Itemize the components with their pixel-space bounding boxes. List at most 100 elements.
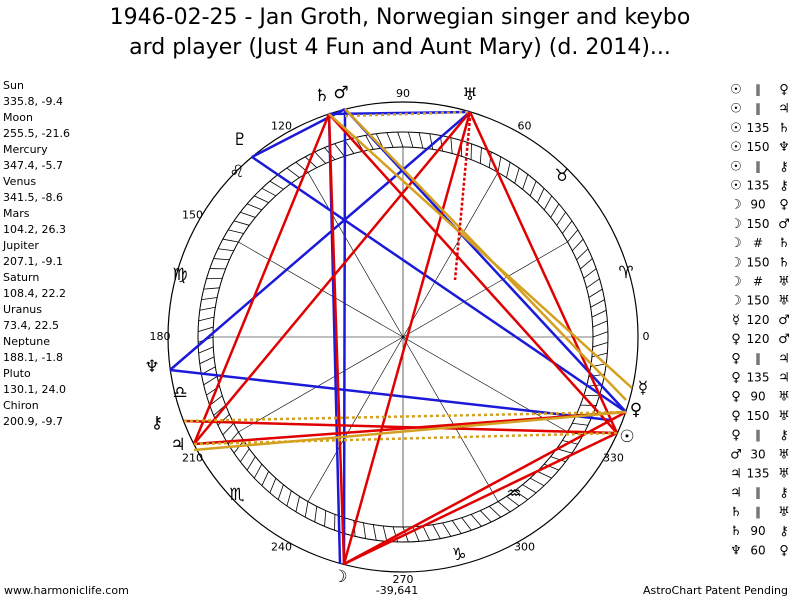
degree-label: 210 <box>182 452 203 465</box>
aspect-type: 135 <box>747 371 770 385</box>
sign-glyph: ♏ <box>229 485 244 505</box>
aspect-planet: ♅ <box>778 447 790 462</box>
degree-label: 120 <box>271 120 292 133</box>
aspect-planet: ⚷ <box>779 179 789 194</box>
aspect-planet: ♅ <box>778 275 790 290</box>
aspect-planet: ☉ <box>730 159 742 174</box>
aspect-planet: ♂ <box>730 447 742 462</box>
aspect-planet: ♅ <box>778 390 790 405</box>
aspect-planet: ☉ <box>730 179 742 194</box>
aspect-planet: ♂ <box>778 217 790 232</box>
aspect-planet: ⚷ <box>779 486 789 501</box>
aspect-planet: ☉ <box>730 102 742 117</box>
aspect-type: 120 <box>747 313 770 327</box>
degree-label: 240 <box>271 540 292 553</box>
aspect-type: ∥ <box>755 428 761 442</box>
planet-name: Sun <box>3 79 24 92</box>
degree-label: 60 <box>518 120 532 133</box>
planet-glyph: ⚷ <box>151 413 163 433</box>
planet-position: 188.1, -1.8 <box>3 351 63 364</box>
aspect-type: 150 <box>747 140 770 154</box>
aspect-type: # <box>753 236 763 250</box>
aspect-planet: ♄ <box>730 505 742 520</box>
planet-glyph: ♂ <box>333 83 348 103</box>
planet-glyph: ♀ <box>630 400 642 420</box>
degree-label: 300 <box>514 540 535 553</box>
aspect-planet: ♄ <box>778 121 790 136</box>
aspect-type: 150 <box>747 409 770 423</box>
aspect-list: ☉∥♀☉∥♃☉135♄☉150♆☉∥⚷☉135⚷☽90♀☽150♂☽#♄☽150… <box>730 83 790 559</box>
planet-position: 104.2, 26.3 <box>3 223 66 236</box>
aspect-planet: ♀ <box>731 390 741 405</box>
aspect-type: 60 <box>750 543 765 557</box>
degree-label: 0 <box>643 330 650 343</box>
aspect-type: # <box>753 275 763 289</box>
title-line: ard player (Just 4 Fun and Aunt Mary) (d… <box>129 35 671 60</box>
planet-glyph: ♆ <box>144 357 159 377</box>
aspect-type: 90 <box>750 198 765 212</box>
aspect-planet: ♀ <box>779 198 789 213</box>
aspect-planet: ♄ <box>778 236 790 251</box>
aspect-planet: ☉ <box>730 140 742 155</box>
aspect-planet: ☽ <box>730 198 742 213</box>
aspect-planet: ♃ <box>778 351 790 366</box>
planet-name: Venus <box>3 175 36 188</box>
aspect-type: 120 <box>747 332 770 346</box>
aspect-type: 135 <box>747 121 770 135</box>
aspect-planet: ☽ <box>730 294 742 309</box>
planet-position: 255.5, -21.6 <box>3 127 70 140</box>
planet-glyph: ♇ <box>232 130 247 150</box>
aspect-planet: ♄ <box>730 524 742 539</box>
aspect-planet: ♅ <box>778 467 790 482</box>
planet-position: 341.5, -8.6 <box>3 191 63 204</box>
aspect-planet: ♃ <box>730 467 742 482</box>
aspect-planet: ♆ <box>778 140 790 155</box>
aspect-planet: ♅ <box>778 409 790 424</box>
planet-name: Mars <box>3 207 30 220</box>
aspect-type: 90 <box>750 524 765 538</box>
planet-position: 335.8, -9.4 <box>3 95 63 108</box>
aspect-planet: ♀ <box>731 428 741 443</box>
sign-glyph: ♍ <box>172 265 187 285</box>
degree-label: 330 <box>603 452 624 465</box>
aspect-type: 135 <box>747 179 770 193</box>
planet-name: Uranus <box>3 303 42 316</box>
site-link[interactable]: www.harmoniclife.com <box>4 584 129 597</box>
aspect-planet: ♅ <box>778 294 790 309</box>
planet-name: Pluto <box>3 367 31 380</box>
aspect-planet: ☿ <box>732 313 740 328</box>
aspect-planet: ♅ <box>778 505 790 520</box>
aspect-planet: ♀ <box>779 83 789 98</box>
aspect-planet: ☽ <box>730 275 742 290</box>
planet-position: 73.4, 22.5 <box>3 319 59 332</box>
aspect-planet: ⚷ <box>779 524 789 539</box>
degree-label: 270 <box>393 573 414 586</box>
degree-label: 180 <box>150 330 171 343</box>
aspect-type: 135 <box>747 467 770 481</box>
aspect-planet: ♀ <box>731 371 741 386</box>
aspect-type: 150 <box>747 255 770 269</box>
aspect-planet: ⚷ <box>779 159 789 174</box>
planet-glyph: ☿ <box>638 378 648 398</box>
aspect-type: 150 <box>747 294 770 308</box>
aspect-type: ∥ <box>755 83 761 97</box>
aspect-planet: ♄ <box>778 255 790 270</box>
planet-position: 347.4, -5.7 <box>3 159 63 172</box>
sign-glyph: ♌ <box>229 162 244 182</box>
aspect-planet: ♃ <box>730 486 742 501</box>
aspect-planet: ☽ <box>730 217 742 232</box>
sign-glyph: ♒ <box>506 484 521 504</box>
planet-name: Neptune <box>3 335 50 348</box>
degree-label: 150 <box>182 209 203 222</box>
aspect-type: ∥ <box>755 102 761 116</box>
planet-name: Saturn <box>3 271 39 284</box>
planet-name: Mercury <box>3 143 48 156</box>
aspect-planet: ♂ <box>778 332 790 347</box>
sign-glyph: ♈ <box>618 263 633 283</box>
aspect-type: 30 <box>750 447 765 461</box>
aspect-planet: ☽ <box>730 236 742 251</box>
sign-glyph: ♎ <box>172 383 187 403</box>
planet-name: Moon <box>3 111 33 124</box>
aspect-type: 90 <box>750 390 765 404</box>
